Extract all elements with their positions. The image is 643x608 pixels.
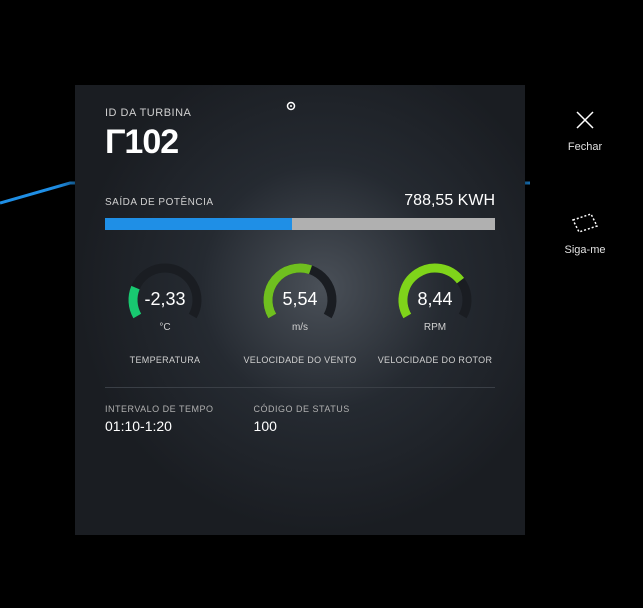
power-output-row: SAÍDA DE POTÊNCIA 788,55 KWH [105,192,495,210]
divider [105,387,495,388]
close-icon [570,105,600,135]
gauge-wind-value: 5,54 [282,289,317,309]
time-label: INTERVALO DE TEMPO [105,404,214,414]
gauge-wind-label: VELOCIDADE DO VENTO [240,355,360,365]
turbine-panel: ID DA TURBINA Γ102 SAÍDA DE POTÊNCIA 788… [75,85,525,535]
close-button[interactable]: Fechar [545,105,625,153]
status-label: CÓDIGO DE STATUS [254,404,350,414]
follow-label: Siga-me [565,244,606,256]
footer-row: INTERVALO DE TEMPO 01:10-1:20 CÓDIGO DE … [105,404,495,434]
gauge-rotor: 8,44 RPM VELOCIDADE DO ROTOR [375,260,495,365]
turbine-id-value: Γ102 [105,123,495,162]
turbine-id-label: ID DA TURBINA [105,107,495,119]
status-value: 100 [254,418,350,434]
gauge-rotor-value: 8,44 [417,289,452,309]
gauge-temperature: -2,33 °C TEMPERATURA [105,260,225,365]
follow-icon [570,208,600,238]
power-output-label: SAÍDA DE POTÊNCIA [105,197,214,208]
power-progress-bar[interactable] [105,218,495,230]
gauge-rotor-label: VELOCIDADE DO ROTOR [375,355,495,365]
close-label: Fechar [568,141,602,153]
gauge-wind-unit: m/s [292,322,308,333]
gauge-rotor-unit: RPM [424,322,446,333]
gauge-temperature-unit: °C [159,322,170,333]
power-output-value: 788,55 KWH [404,192,495,210]
power-progress-fill [105,218,292,230]
gauge-temperature-label: TEMPERATURA [105,355,225,365]
panel-content: SAÍDA DE POTÊNCIA 788,55 KWH -2,33 °C TE… [75,162,525,434]
panel-header: ID DA TURBINA Γ102 [75,85,525,162]
power-progress-handle[interactable] [286,98,296,108]
gauges-row: -2,33 °C TEMPERATURA 5,54 m/s VELOCIDADE… [105,260,495,365]
time-block: INTERVALO DE TEMPO 01:10-1:20 [105,404,214,434]
gauge-wind: 5,54 m/s VELOCIDADE DO VENTO [240,260,360,365]
status-block: CÓDIGO DE STATUS 100 [254,404,350,434]
time-value: 01:10-1:20 [105,418,214,434]
follow-button[interactable]: Siga-me [545,208,625,256]
side-actions: Fechar Siga-me [545,105,625,311]
gauge-temperature-value: -2,33 [144,289,185,309]
